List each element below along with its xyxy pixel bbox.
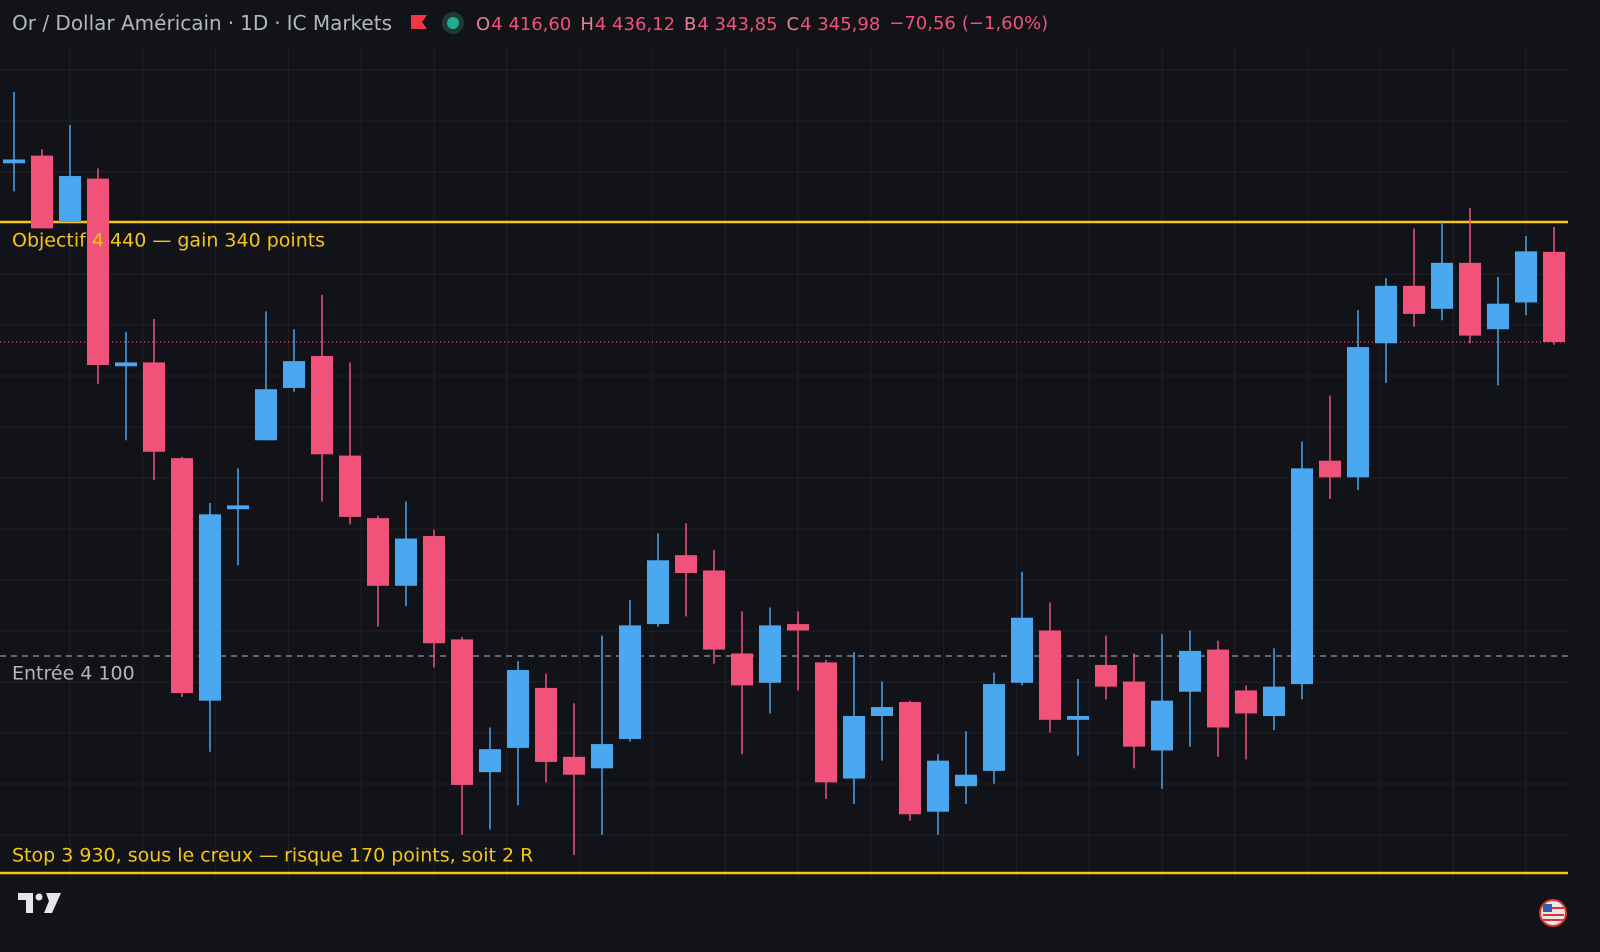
header: Or / Dollar Américain · 1D · IC Markets O4… bbox=[12, 11, 1049, 35]
us-flag-icon bbox=[1539, 899, 1567, 927]
candle-body bbox=[395, 538, 417, 586]
candle-body bbox=[59, 176, 81, 222]
change: −70,56 bbox=[889, 12, 956, 34]
candle-body bbox=[1263, 686, 1285, 716]
candle-body bbox=[899, 701, 921, 815]
candle-body bbox=[647, 560, 669, 625]
candle-body bbox=[255, 389, 277, 441]
candle-body bbox=[759, 625, 781, 683]
candle-body bbox=[927, 760, 949, 812]
symbol: Or / Dollar Américain bbox=[12, 11, 222, 35]
candle-body bbox=[1179, 650, 1201, 692]
candle-body bbox=[1039, 630, 1061, 720]
ohlc-value: 4 345,98 bbox=[800, 14, 881, 35]
candle-body bbox=[535, 687, 557, 762]
candle-body bbox=[479, 749, 501, 773]
candle-body bbox=[787, 624, 809, 631]
candle-body bbox=[955, 774, 977, 787]
candle-body bbox=[843, 715, 865, 779]
levels bbox=[0, 220, 1568, 875]
candle-body bbox=[199, 514, 221, 701]
candle-body bbox=[871, 707, 893, 716]
candle-body bbox=[1235, 690, 1257, 714]
flag-icon bbox=[410, 15, 427, 29]
candle-body bbox=[731, 653, 753, 686]
candle-body bbox=[1487, 303, 1509, 330]
candle-body bbox=[367, 518, 389, 586]
ohlc-value: 4 343,85 bbox=[697, 14, 778, 35]
candle-body bbox=[1291, 468, 1313, 685]
candle-body bbox=[1515, 251, 1537, 303]
ohlc-item: C4 345,98 bbox=[787, 14, 881, 35]
candle-body bbox=[1095, 664, 1117, 687]
level-labels: Objectif 4 440 — gain 340 points Entrée 4… bbox=[12, 230, 533, 867]
candle-body bbox=[423, 536, 445, 644]
candle-body bbox=[283, 361, 305, 388]
ohlc-key: H bbox=[580, 14, 594, 35]
ohlc-item: H4 436,12 bbox=[580, 14, 675, 35]
level-label: Entrée 4 100 bbox=[12, 663, 135, 685]
candle-body bbox=[619, 625, 641, 739]
candle-body bbox=[115, 362, 137, 367]
interval: 1D bbox=[240, 11, 269, 35]
ohlc-key: O bbox=[475, 14, 491, 35]
candle-body bbox=[1543, 251, 1565, 343]
candle-body bbox=[311, 356, 333, 455]
candle-body bbox=[703, 570, 725, 650]
candle-body bbox=[591, 744, 613, 769]
level-label: Objectif 4 440 — gain 340 points bbox=[12, 230, 325, 252]
change-pct: (−1,60%) bbox=[961, 12, 1049, 34]
candle-body bbox=[1375, 285, 1397, 344]
ohlc-value: 4 416,60 bbox=[491, 14, 572, 35]
candle-body bbox=[507, 670, 529, 748]
candle-body bbox=[171, 458, 193, 694]
candle-body bbox=[563, 756, 585, 775]
candle-body bbox=[1011, 617, 1033, 683]
ohlc: O4 416,60 H4 436,12 B4 343,85 C4 345,98 bbox=[476, 11, 889, 35]
candle-body bbox=[983, 684, 1005, 771]
exchange: IC Markets bbox=[286, 11, 392, 35]
candle-body bbox=[1123, 681, 1145, 747]
candle-body bbox=[87, 178, 109, 365]
candle-body bbox=[1067, 715, 1089, 720]
candle-body bbox=[339, 455, 361, 517]
candle-body bbox=[3, 159, 25, 164]
candle-body bbox=[227, 505, 249, 510]
candle-body bbox=[1431, 262, 1453, 309]
ohlc-key: B bbox=[684, 14, 697, 35]
candle-body bbox=[675, 555, 697, 574]
tradingview-logo bbox=[18, 893, 61, 913]
candle-body bbox=[451, 639, 473, 785]
ohlc-value: 4 436,12 bbox=[594, 14, 676, 35]
status-dot bbox=[441, 12, 464, 34]
ohlc-item: O4 416,60 bbox=[476, 14, 571, 35]
candle-body bbox=[1347, 347, 1369, 478]
candle-body bbox=[1151, 700, 1173, 751]
ohlc-item: B4 343,85 bbox=[684, 14, 778, 35]
candle-body bbox=[143, 362, 165, 452]
candle-body bbox=[1403, 285, 1425, 314]
candle-body bbox=[1319, 460, 1341, 478]
candle-body bbox=[1207, 649, 1229, 728]
candle-body bbox=[1459, 262, 1481, 336]
candle-body bbox=[815, 662, 837, 783]
candles bbox=[3, 91, 1565, 856]
candle-body bbox=[31, 155, 53, 229]
level-label: Stop 3 930, sous le creux — risque 170 p… bbox=[12, 845, 533, 867]
ohlc-key: C bbox=[786, 14, 800, 35]
